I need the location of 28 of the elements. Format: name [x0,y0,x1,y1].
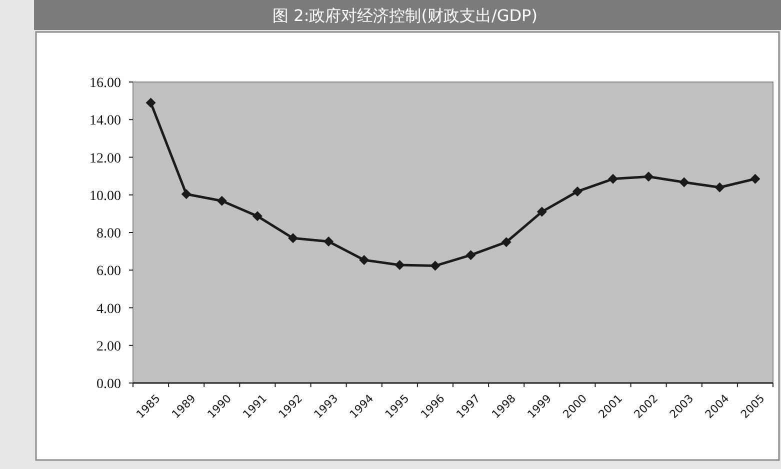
point [430,260,440,271]
point [394,260,405,270]
y-tick-label: 14.00 [90,114,121,129]
point [466,250,476,260]
point [324,236,334,247]
y-tick-label: 0.00 [96,377,121,392]
point [252,211,262,222]
point [359,254,370,265]
chart-title: 图 2:政府对经济控制(财政支出/GDP) [272,6,538,25]
point [750,174,760,184]
point [181,189,192,200]
y-tick-label: 2.00 [96,339,121,354]
point [501,237,512,248]
point [644,172,654,182]
point [714,182,725,192]
point [146,98,156,108]
y-tick-label: 12.00 [90,151,121,166]
y-tick-label: 16.00 [90,76,121,91]
point [288,233,298,244]
y-tick-label: 10.00 [90,188,121,204]
y-tick-label: 4.00 [96,302,121,317]
point [572,186,582,196]
point [216,196,227,206]
point [679,177,690,188]
y-tick-label: 8.00 [96,226,121,242]
point [536,206,547,217]
point [608,174,618,184]
y-tick-label: 6.00 [96,264,121,280]
